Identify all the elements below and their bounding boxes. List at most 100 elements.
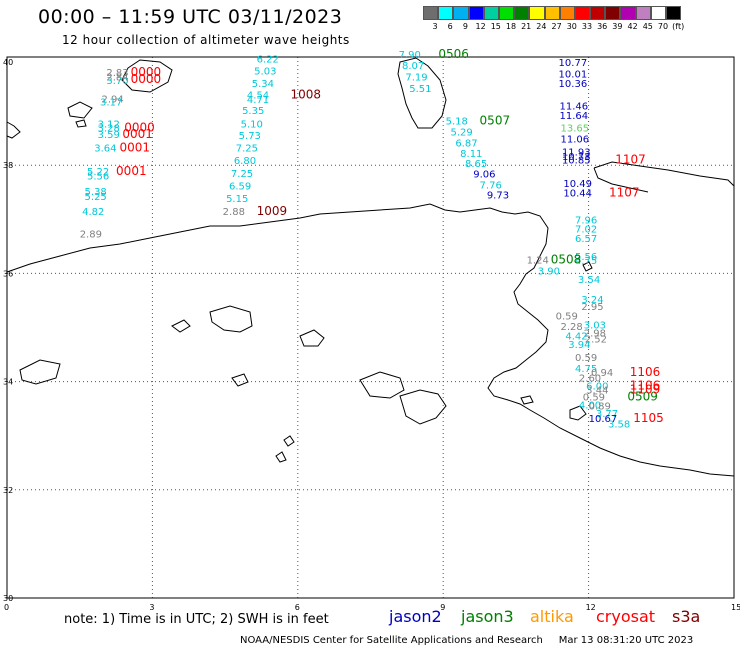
credit-timestamp: Mar 13 08:31:20 UTC 2023 xyxy=(558,635,694,646)
latitude-label: 38 xyxy=(3,161,13,170)
wave-height-value: 2.94 xyxy=(102,94,124,105)
footer-note: note: 1) Time is in UTC; 2) SWH is in fe… xyxy=(64,612,329,627)
color-scale-label: 27 xyxy=(551,22,562,31)
coast-island-d xyxy=(299,329,325,347)
wave-height-value: 7.76 xyxy=(480,180,502,191)
wave-height-value: 7.96 xyxy=(575,216,597,227)
wave-height-value: 10.36 xyxy=(559,79,588,90)
wave-height-value: 4.75 xyxy=(575,256,597,267)
wave-height-value: 5.22 xyxy=(87,167,109,178)
wave-height-value: 3.77 xyxy=(596,409,618,420)
color-scale-label: (ft) xyxy=(672,22,685,31)
wave-height-value: 0.94 xyxy=(591,368,613,379)
latitude-label: 34 xyxy=(3,378,13,387)
satellite-legend-entry: jason2 xyxy=(389,607,442,626)
pass-time-label: 0507 xyxy=(480,114,511,128)
wave-height-value: 7.90 xyxy=(399,50,421,61)
map-subtitle: 12 hour collection of altimeter wave hei… xyxy=(62,33,350,47)
wave-height-value: 7.02 xyxy=(575,224,597,235)
wave-height-value: 3.94 xyxy=(568,340,590,351)
track-id-labels: 0000000000000001000100011008100905060507… xyxy=(116,47,664,425)
color-scale-label: 18 xyxy=(505,22,517,31)
wave-height-value: 10.49 xyxy=(563,179,592,190)
wave-height-value: 0.59 xyxy=(575,353,597,364)
pass-time-label: 0001 xyxy=(116,164,147,178)
color-swatch xyxy=(514,6,530,20)
wave-height-value: 5.03 xyxy=(254,66,276,77)
color-scale-label: 39 xyxy=(612,22,623,31)
pass-time-label: 1105 xyxy=(633,411,664,425)
color-scale-label: 24 xyxy=(536,22,547,31)
coast-island-c xyxy=(19,359,61,385)
wave-height-value: 6.00 xyxy=(586,382,608,393)
wave-height-value: 10.77 xyxy=(559,58,588,69)
coast-ibiza xyxy=(67,101,93,119)
pass-time-label: 1106 xyxy=(630,365,661,379)
coast-island-g xyxy=(231,373,249,387)
color-swatch xyxy=(498,6,515,20)
wave-height-value: 4.00 xyxy=(579,401,601,412)
latitude-label: 36 xyxy=(3,269,13,278)
longitude-label: 9 xyxy=(440,603,445,612)
coast-spain xyxy=(6,121,21,139)
wave-height-value: 5.25 xyxy=(85,192,107,203)
longitude-label: 3 xyxy=(149,603,154,612)
coast-sardinia xyxy=(397,57,447,129)
wave-height-value: 5.51 xyxy=(409,84,431,95)
wave-height-value: 11.64 xyxy=(560,111,589,122)
wave-height-value: 3.28 xyxy=(98,124,120,135)
wave-height-value: 3.59 xyxy=(98,130,120,141)
color-swatch xyxy=(544,6,560,20)
color-scale-label: 3 xyxy=(432,22,438,31)
wave-height-value: 5.56 xyxy=(575,252,597,263)
color-scale-label: 42 xyxy=(627,22,638,31)
coast-formentera xyxy=(75,119,87,128)
wave-height-value: 7.19 xyxy=(405,72,427,83)
color-swatch xyxy=(483,6,499,20)
wave-height-value: 5.34 xyxy=(252,79,274,90)
color-scale-label: 70 xyxy=(657,22,669,31)
wave-height-value: 2.28 xyxy=(560,322,582,333)
pass-time-label: 1009 xyxy=(257,204,288,218)
coast-island-e xyxy=(359,371,405,399)
map-title: 00:00 – 11:59 UTC 03/11/2023 xyxy=(38,6,343,28)
color-swatch xyxy=(529,6,545,20)
latitude-label: 32 xyxy=(3,486,13,495)
wave-height-value: 10.44 xyxy=(563,189,592,200)
wave-height-value: 9.06 xyxy=(473,170,495,181)
wave-height-value: 2.52 xyxy=(585,335,607,346)
color-scale-label: 30 xyxy=(566,22,577,31)
longitude-tick-labels: 0 3 6 9 12 15 xyxy=(4,603,740,612)
wave-height-value: 11.06 xyxy=(560,134,589,145)
wave-height-value: 1.24 xyxy=(527,256,549,267)
pass-time-label: 0000 xyxy=(131,72,162,86)
pass-time-label: 1106 xyxy=(630,379,661,393)
color-scale-label: 15 xyxy=(490,22,501,31)
wave-height-value: 10.01 xyxy=(559,70,588,81)
satellite-legend-entry: s3a xyxy=(672,607,701,626)
wave-height-value: 3.44 xyxy=(586,386,608,397)
coast-djerba xyxy=(569,405,587,421)
wave-height-value: 5.56 xyxy=(87,171,109,182)
color-scale-bar xyxy=(423,6,682,21)
wave-height-value: 6.80 xyxy=(234,156,256,167)
color-scale-label: 33 xyxy=(581,22,593,31)
color-swatch xyxy=(438,6,454,20)
wave-height-value: 0.59 xyxy=(583,393,605,404)
coast-north-africa xyxy=(6,203,735,477)
wave-height-value: 0.89 xyxy=(589,402,611,413)
wave-height-value: 3.17 xyxy=(100,98,122,109)
wave-height-value: 5.38 xyxy=(85,187,107,198)
color-swatch xyxy=(666,6,682,20)
wave-height-value: 9.73 xyxy=(487,191,509,202)
color-scale-labels: 3 6 9 12 15 18 21 24 27 30 33 36 39 42 45 70 (ft) xyxy=(423,22,740,32)
pass-time-label: 1107 xyxy=(615,153,646,167)
pass-time-label: 1109 xyxy=(630,383,661,397)
color-swatch xyxy=(423,6,439,20)
wave-height-value: 13.65 xyxy=(560,124,589,135)
wave-height-value: 2.89 xyxy=(80,230,102,241)
color-swatch xyxy=(559,6,575,20)
satellite-legend-entry: altika xyxy=(530,607,574,626)
pass-time-label: 1008 xyxy=(291,88,322,102)
wave-height-value: 3.03 xyxy=(584,321,606,332)
